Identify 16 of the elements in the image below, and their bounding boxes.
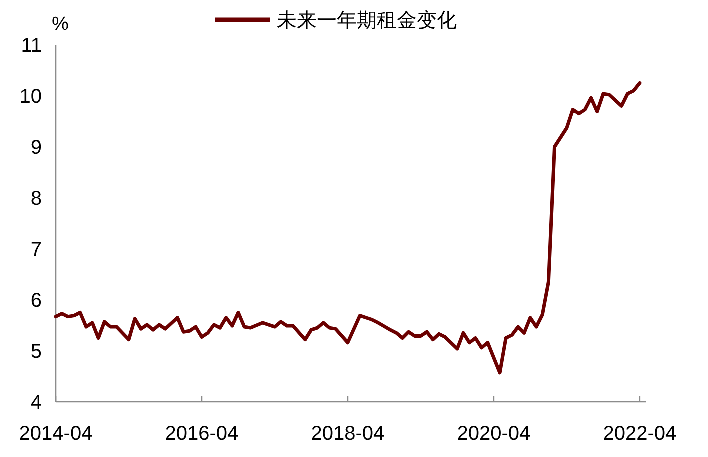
- y-tick-label: 4: [30, 392, 42, 414]
- legend: 未来一年期租金变化: [215, 10, 457, 32]
- x-tick-label: 2016-04: [165, 423, 239, 445]
- x-tick-label: 2014-04: [19, 423, 93, 445]
- y-tick-label: 10: [20, 86, 42, 108]
- y-tick-label: 5: [30, 341, 42, 363]
- y-tick-label: 11: [21, 35, 42, 57]
- y-tick-label: 6: [30, 290, 42, 312]
- y-tick-label: 8: [30, 188, 42, 210]
- y-tick-label: 9: [30, 137, 42, 159]
- x-tick-label: 2018-04: [311, 423, 385, 445]
- y-axis-title: %: [52, 14, 69, 35]
- legend-label: 未来一年期租金变化: [277, 10, 457, 32]
- y-tick-label: 7: [30, 239, 42, 261]
- x-tick-label: 2022-04: [603, 423, 677, 445]
- x-tick-label: 2020-04: [457, 423, 531, 445]
